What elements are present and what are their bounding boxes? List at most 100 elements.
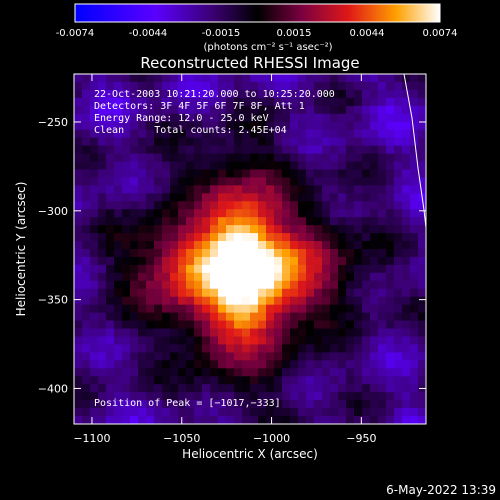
heatmap-cell xyxy=(306,89,315,99)
heatmap-cell xyxy=(330,352,339,361)
heatmap-cell xyxy=(354,233,363,242)
heatmap-cell xyxy=(82,105,91,115)
heatmap-cell xyxy=(138,320,147,330)
heatmap-cell xyxy=(178,217,187,226)
y-tick-label: −350 xyxy=(38,294,68,307)
heatmap-cell xyxy=(258,153,267,163)
heatmap-cell xyxy=(146,161,155,171)
heatmap-cell xyxy=(106,217,115,226)
heatmap-cell xyxy=(226,264,235,274)
heatmap-cell xyxy=(314,161,323,171)
heatmap-cell xyxy=(274,233,283,242)
heatmap-cell xyxy=(258,97,267,107)
heatmap-cell xyxy=(194,352,203,361)
heatmap-cell xyxy=(250,153,259,163)
heatmap-cell xyxy=(98,81,107,91)
heatmap-cell xyxy=(218,161,227,171)
heatmap-cell xyxy=(330,74,339,83)
heatmap-cell xyxy=(90,376,99,385)
heatmap-cell xyxy=(146,137,155,147)
heatmap-cell xyxy=(258,169,267,178)
heatmap-cell xyxy=(274,328,283,338)
heatmap-cell xyxy=(146,384,155,393)
heatmap-cell xyxy=(146,256,155,266)
heatmap-cell xyxy=(170,256,179,266)
heatmap-cell xyxy=(322,209,331,218)
heatmap-cell xyxy=(138,272,147,282)
heatmap-cell xyxy=(106,416,115,424)
heatmap-cell xyxy=(154,209,163,218)
heatmap-cell xyxy=(386,97,395,107)
heatmap-cell xyxy=(354,328,363,338)
heatmap-cell xyxy=(322,81,331,91)
heatmap-cell xyxy=(210,384,219,393)
heatmap-cell xyxy=(338,201,347,210)
heatmap-cell xyxy=(298,392,307,401)
heatmap-cell xyxy=(370,74,379,83)
heatmap-cell xyxy=(82,161,91,171)
heatmap-cell xyxy=(74,360,83,369)
heatmap-cell xyxy=(202,241,211,250)
heatmap-cell xyxy=(394,272,403,282)
heatmap-cell xyxy=(234,161,243,171)
heatmap-cell xyxy=(314,344,323,353)
heatmap-cell xyxy=(170,137,179,147)
heatmap-cell xyxy=(130,312,139,322)
heatmap-cell xyxy=(226,304,235,314)
heatmap-cell xyxy=(330,169,339,178)
heatmap-cell xyxy=(194,288,203,298)
heatmap-cell xyxy=(162,177,171,186)
heatmap-cell xyxy=(106,320,115,330)
heatmap-cell xyxy=(162,368,171,377)
heatmap-cell xyxy=(346,336,355,346)
heatmap-cell xyxy=(210,312,219,322)
heatmap-cell xyxy=(306,177,315,186)
heatmap-cell xyxy=(130,81,139,91)
heatmap-cell xyxy=(218,400,227,409)
heatmap-cell xyxy=(122,272,131,282)
heatmap-cell xyxy=(130,225,139,234)
heatmap-cell xyxy=(242,129,251,139)
heatmap-cell xyxy=(202,177,211,186)
heatmap-cell xyxy=(82,272,91,282)
heatmap-cell xyxy=(226,312,235,322)
heatmap-cell xyxy=(154,328,163,338)
heatmap-cell xyxy=(154,193,163,202)
heatmap-cell xyxy=(394,376,403,385)
heatmap-cell xyxy=(378,217,387,226)
heatmap-cell xyxy=(154,376,163,385)
heatmap-cell xyxy=(274,209,283,218)
heatmap-cell xyxy=(106,352,115,361)
heatmap-cell xyxy=(346,74,355,83)
heatmap-cell xyxy=(178,408,187,417)
heatmap-cell xyxy=(418,392,426,401)
heatmap-cell xyxy=(162,320,171,330)
heatmap-cell xyxy=(154,249,163,258)
heatmap-cell xyxy=(322,256,331,266)
heatmap-cell xyxy=(74,209,83,218)
heatmap-cell xyxy=(298,177,307,186)
heatmap-cell xyxy=(138,169,147,178)
heatmap-cell xyxy=(394,153,403,163)
heatmap-cell xyxy=(74,145,83,155)
heatmap-cell xyxy=(314,336,323,346)
heatmap-cell xyxy=(418,137,426,147)
x-tick-label: −1000 xyxy=(253,432,290,445)
heatmap-cell xyxy=(370,153,379,163)
heatmap-cell xyxy=(394,145,403,155)
heatmap-cell xyxy=(210,408,219,417)
heatmap-cell xyxy=(130,392,139,401)
heatmap-cell xyxy=(130,161,139,171)
heatmap-cell xyxy=(282,209,291,218)
heatmap-cell xyxy=(402,249,411,258)
heatmap-cell xyxy=(378,256,387,266)
heatmap-cell xyxy=(306,193,315,202)
heatmap-cell xyxy=(218,416,227,424)
heatmap-cell xyxy=(170,416,179,424)
heatmap-cell xyxy=(274,320,283,330)
heatmap-cell xyxy=(74,169,83,178)
heatmap-cell xyxy=(178,169,187,178)
heatmap-cell xyxy=(82,288,91,298)
heatmap-cell xyxy=(258,105,267,115)
heatmap-cell xyxy=(402,217,411,226)
